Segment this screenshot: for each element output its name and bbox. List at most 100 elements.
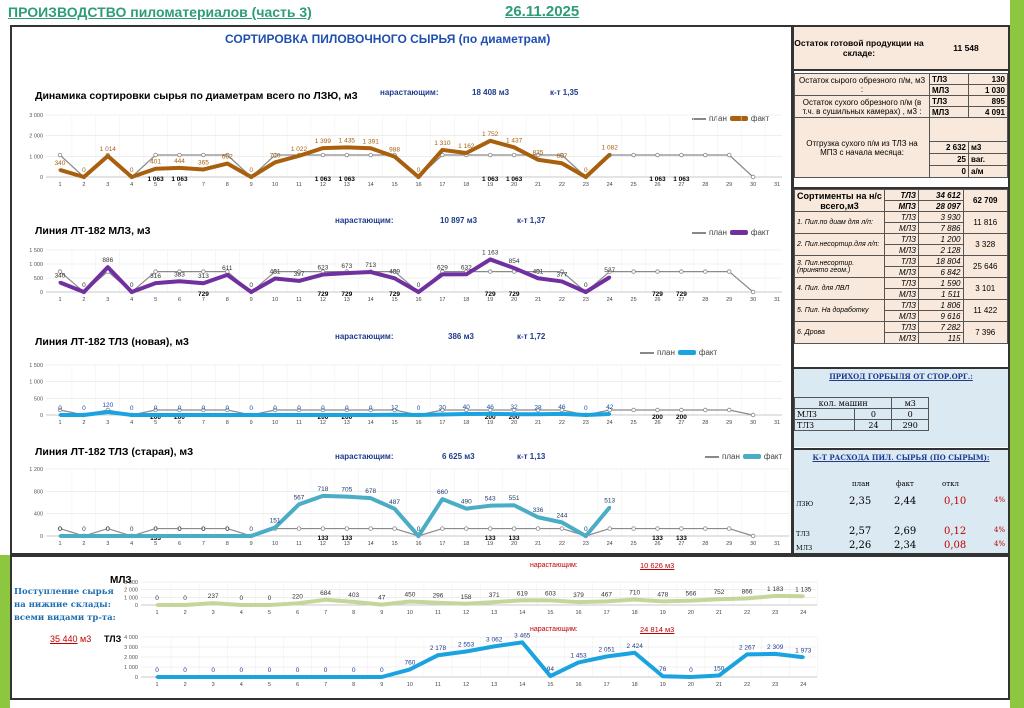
x-tick-label: 8 [352, 682, 355, 688]
fact-point [801, 655, 805, 659]
fact-label: 566 [685, 591, 696, 598]
fact-point [605, 654, 609, 658]
label-line: всеми видами тр-та: [14, 613, 116, 623]
x-tick-label: 11 [296, 182, 302, 188]
x-tick-label: 24 [607, 420, 613, 426]
fact-point [82, 175, 86, 179]
x-tick-label: 10 [407, 682, 413, 688]
x-tick-label: 28 [702, 420, 708, 426]
x-tick-label: 23 [772, 682, 778, 688]
intake-mlz-title: МЛЗ [110, 575, 132, 586]
fact-point [717, 597, 721, 601]
y-tick-label: 800 [34, 489, 43, 495]
plan-point [511, 526, 517, 531]
x-tick-label: 4 [240, 610, 243, 616]
x-tick-label: 8 [226, 541, 229, 547]
x-tick-label: 1 [155, 682, 158, 688]
plan-point [272, 269, 278, 274]
plan-point [225, 152, 230, 158]
fact-label: 383 [174, 271, 185, 278]
cum-value-tlz-new: 386 м3 [448, 332, 474, 341]
shipment-label: Отгрузка сухого п/м из ТЛЗ на МПЗ с нача… [794, 117, 930, 178]
coef-plan: 2,26 [849, 540, 872, 551]
fact-point [369, 270, 373, 274]
plan-point [703, 407, 708, 413]
fact-label: 313 [198, 273, 209, 280]
x-tick-label: 20 [511, 297, 517, 303]
plant: ЛЗЮ [796, 500, 814, 508]
x-tick-label: 30 [750, 182, 756, 188]
fact-point [492, 600, 496, 604]
x-tick-label: 27 [678, 541, 684, 547]
plan-point [750, 533, 756, 539]
x-tick-label: 13 [491, 610, 497, 616]
fact-label: 2 424 [627, 643, 644, 650]
assortments-label: Сортименты на н/с всего,м3 [794, 189, 885, 212]
x-tick-label: 17 [604, 682, 610, 688]
fact-point [436, 653, 440, 657]
plan-point [177, 526, 182, 531]
x-tick-label: 14 [368, 297, 374, 303]
x-tick-label: 4 [130, 541, 133, 547]
plan-label: 200 [652, 414, 663, 421]
fact-label: 0 [155, 595, 159, 602]
x-tick-label: 15 [392, 297, 398, 303]
fact-label: 0 [155, 667, 159, 674]
x-tick-label: 27 [678, 297, 684, 303]
fact-point [512, 412, 516, 416]
x-tick-label: 28 [702, 297, 708, 303]
plan-label: 133 [509, 535, 520, 542]
plan-point [272, 152, 278, 158]
fact-point [548, 674, 552, 678]
x-tick-label: 1 [58, 541, 61, 547]
plan-label: 200 [150, 414, 161, 421]
fact-label: 32 [510, 404, 518, 411]
x-tick-label: 9 [380, 610, 383, 616]
x-tick-label: 20 [511, 182, 517, 188]
plan-label: 133 [676, 535, 687, 542]
ship-wagons: 25 [929, 153, 969, 166]
y-tick-label: 4 000 [124, 635, 138, 641]
plan-point [488, 152, 493, 158]
x-tick-label: 17 [439, 182, 445, 188]
dry-label: Остаток сухого обрезного п/м (в т.ч. в с… [794, 95, 930, 118]
x-tick-label: 14 [368, 182, 374, 188]
x-tick-label: 3 [106, 182, 109, 188]
fact-label: 629 [437, 264, 448, 271]
fact-point [225, 534, 229, 538]
page-title: ПРОИЗВОДСТВО пиломатериалов (часть 3) [8, 4, 312, 20]
x-tick-label: 12 [320, 297, 326, 303]
x-tick-label: 6 [296, 610, 299, 616]
fact-point [417, 175, 420, 179]
x-tick-label: 31 [774, 541, 780, 547]
x-tick-label: 29 [726, 420, 732, 426]
x-tick-label: 6 [178, 297, 181, 303]
plan-point [607, 526, 612, 531]
fact-label: 705 [341, 487, 352, 494]
plant: МЛЗ [883, 332, 920, 344]
cum-value-mlz: 10 897 м3 [440, 216, 478, 225]
x-tick-label: 11 [296, 297, 302, 303]
fact-point [512, 266, 516, 270]
cars-count: 0 [854, 408, 893, 420]
fact-line [60, 493, 612, 538]
fact-point [773, 594, 777, 598]
assortment-mlz: 6 842 [918, 266, 964, 278]
cum-label: нарастающим: [530, 562, 578, 569]
fact-label: 854 [509, 258, 520, 265]
fact-point [417, 534, 420, 538]
fact-label: 619 [517, 590, 528, 597]
x-tick-label: 30 [750, 420, 756, 426]
fact-point [488, 504, 492, 508]
fact-line [157, 640, 804, 679]
x-tick-label: 19 [487, 541, 493, 547]
coef-title: К-Т РАСХОДА ПИЛ. СЫРЬЯ (ПО СЫРЫМ): [812, 453, 990, 462]
fact-label: 0 [202, 526, 206, 533]
plan-point [392, 269, 397, 274]
plan-label: 729 [676, 291, 687, 298]
assortment-mlz: 7 886 [918, 222, 964, 234]
x-tick-label: 9 [250, 297, 253, 303]
fact-label: 40 [463, 404, 471, 411]
x-tick-label: 23 [583, 182, 589, 188]
